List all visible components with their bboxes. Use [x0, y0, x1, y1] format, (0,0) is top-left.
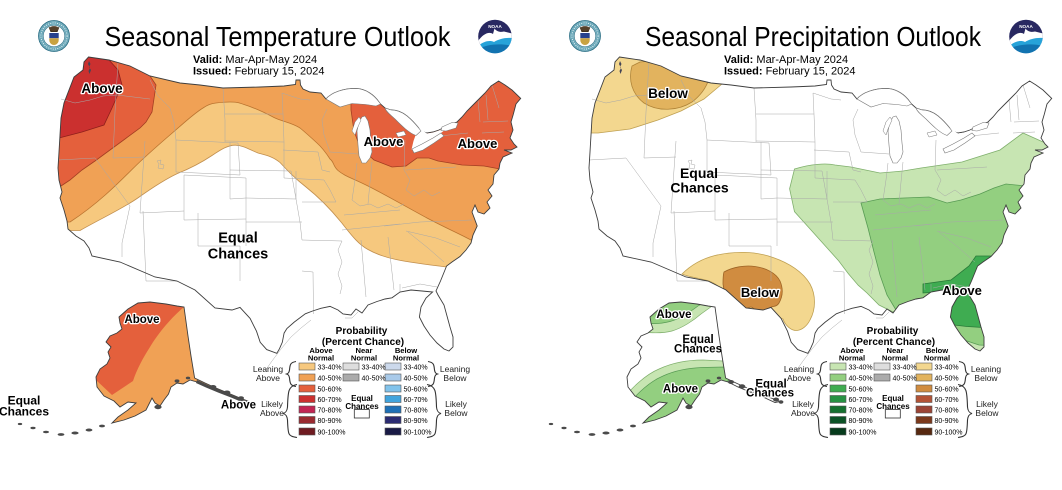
- svg-text:70-80%: 70-80%: [404, 408, 428, 415]
- svg-text:Probability: Probability: [336, 326, 388, 337]
- svg-text:Above: Above: [791, 408, 815, 418]
- svg-text:Chances: Chances: [670, 180, 729, 196]
- svg-text:Normal: Normal: [308, 354, 334, 363]
- svg-text:Seasonal Precipitation Outlook: Seasonal Precipitation Outlook: [645, 21, 981, 52]
- svg-text:Below: Below: [974, 373, 998, 383]
- svg-text:40-50%: 40-50%: [893, 376, 917, 383]
- svg-text:Equal: Equal: [8, 394, 41, 408]
- svg-text:70-80%: 70-80%: [935, 408, 959, 415]
- svg-text:Likely: Likely: [261, 399, 283, 409]
- svg-text:Normal: Normal: [924, 354, 950, 363]
- svg-text:Near: Near: [356, 346, 373, 355]
- svg-text:Below: Below: [443, 373, 467, 383]
- svg-text:33-40%: 33-40%: [362, 365, 386, 372]
- svg-text:60-70%: 60-70%: [404, 397, 428, 404]
- svg-text:Issued: February 15, 2024: Issued: February 15, 2024: [193, 66, 324, 78]
- svg-text:90-100%: 90-100%: [935, 430, 963, 437]
- svg-text:Seasonal Temperature Outlook: Seasonal Temperature Outlook: [105, 21, 451, 52]
- svg-text:Likely: Likely: [792, 399, 814, 409]
- svg-text:Above: Above: [81, 81, 123, 96]
- svg-text:Above: Above: [663, 384, 698, 396]
- svg-text:33-40%: 33-40%: [404, 365, 428, 372]
- svg-text:50-60%: 50-60%: [404, 387, 428, 394]
- svg-text:Chances: Chances: [0, 405, 49, 419]
- svg-text:Normal: Normal: [351, 354, 377, 363]
- svg-text:70-80%: 70-80%: [318, 408, 342, 415]
- svg-text:80-90%: 80-90%: [404, 418, 428, 425]
- svg-text:60-70%: 60-70%: [935, 397, 959, 404]
- svg-text:80-90%: 80-90%: [318, 418, 342, 425]
- svg-text:Equal: Equal: [351, 394, 373, 403]
- svg-text:Normal: Normal: [882, 354, 908, 363]
- svg-text:90-100%: 90-100%: [404, 430, 432, 437]
- svg-text:Equal: Equal: [755, 379, 786, 391]
- svg-text:(Percent Chance): (Percent Chance): [853, 337, 935, 348]
- svg-text:Probability: Probability: [867, 326, 919, 337]
- svg-text:33-40%: 33-40%: [893, 365, 917, 372]
- svg-text:NOAA: NOAA: [488, 24, 502, 29]
- svg-text:40-50%: 40-50%: [404, 376, 428, 383]
- svg-text:33-40%: 33-40%: [849, 365, 873, 372]
- svg-text:50-60%: 50-60%: [849, 387, 873, 394]
- svg-text:Leaning: Leaning: [784, 364, 815, 374]
- svg-text:40-50%: 40-50%: [362, 376, 386, 383]
- svg-text:Issued: February 15, 2024: Issued: February 15, 2024: [724, 66, 855, 78]
- svg-text:Above: Above: [221, 400, 256, 412]
- svg-text:Equal: Equal: [682, 334, 713, 346]
- svg-text:Above: Above: [364, 134, 404, 149]
- svg-text:90-100%: 90-100%: [318, 430, 346, 437]
- svg-text:80-90%: 80-90%: [935, 418, 959, 425]
- svg-text:Below: Below: [975, 408, 999, 418]
- svg-text:Above: Above: [260, 408, 284, 418]
- svg-text:Below: Below: [648, 86, 688, 101]
- svg-text:Leaning: Leaning: [971, 364, 1002, 374]
- svg-text:Chances: Chances: [345, 402, 379, 411]
- svg-text:Above: Above: [458, 136, 498, 151]
- svg-text:Leaning: Leaning: [440, 364, 471, 374]
- svg-text:Below: Below: [741, 285, 780, 300]
- svg-text:Above: Above: [942, 283, 982, 298]
- svg-text:Above: Above: [309, 346, 332, 355]
- svg-text:50-60%: 50-60%: [935, 387, 959, 394]
- svg-text:Above: Above: [840, 346, 863, 355]
- svg-text:60-70%: 60-70%: [849, 397, 873, 404]
- svg-text:Near: Near: [887, 346, 904, 355]
- svg-text:90-100%: 90-100%: [849, 430, 877, 437]
- svg-text:Valid: Mar-Apr-May 2024: Valid: Mar-Apr-May 2024: [193, 54, 317, 66]
- svg-text:Equal: Equal: [882, 394, 904, 403]
- svg-text:60-70%: 60-70%: [318, 397, 342, 404]
- svg-text:40-50%: 40-50%: [935, 376, 959, 383]
- svg-text:80-90%: 80-90%: [849, 418, 873, 425]
- svg-text:40-50%: 40-50%: [318, 376, 342, 383]
- svg-text:Normal: Normal: [393, 354, 419, 363]
- svg-text:(Percent Chance): (Percent Chance): [322, 337, 404, 348]
- svg-text:Equal: Equal: [680, 165, 718, 181]
- svg-text:Above: Above: [124, 314, 159, 326]
- svg-text:70-80%: 70-80%: [849, 408, 873, 415]
- svg-text:Likely: Likely: [976, 399, 998, 409]
- svg-text:33-40%: 33-40%: [318, 365, 342, 372]
- svg-text:Chances: Chances: [876, 402, 910, 411]
- svg-text:Chances: Chances: [674, 344, 722, 356]
- svg-text:Above: Above: [656, 309, 691, 321]
- svg-text:Chances: Chances: [208, 247, 268, 263]
- svg-text:Below: Below: [444, 408, 468, 418]
- svg-text:Below: Below: [926, 346, 948, 355]
- svg-text:Above: Above: [787, 373, 811, 383]
- svg-text:40-50%: 40-50%: [849, 376, 873, 383]
- svg-text:Below: Below: [395, 346, 417, 355]
- svg-text:Equal: Equal: [218, 231, 257, 247]
- svg-text:Leaning: Leaning: [253, 364, 284, 374]
- svg-text:Likely: Likely: [445, 399, 467, 409]
- svg-text:33-40%: 33-40%: [935, 365, 959, 372]
- svg-text:Valid: Mar-Apr-May 2024: Valid: Mar-Apr-May 2024: [724, 54, 848, 66]
- svg-text:Chances: Chances: [746, 388, 794, 400]
- svg-text:Normal: Normal: [839, 354, 865, 363]
- svg-text:Above: Above: [256, 373, 280, 383]
- svg-text:50-60%: 50-60%: [318, 387, 342, 394]
